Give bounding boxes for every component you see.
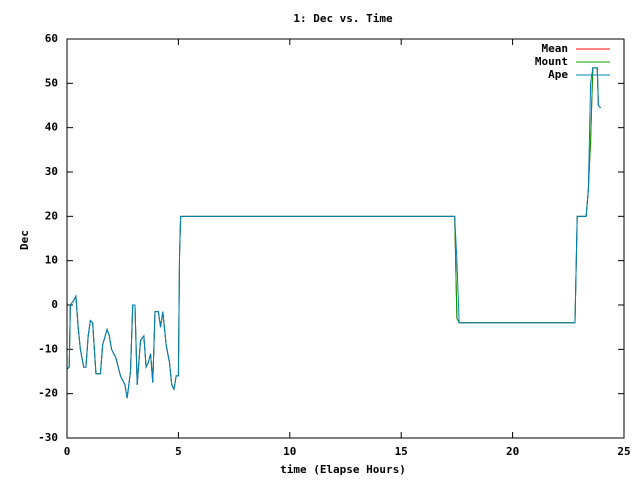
plot-border [66, 38, 625, 439]
legend-label: Ape [548, 68, 568, 81]
series-line [66, 67, 601, 399]
x-tick-label: 5 [175, 445, 182, 458]
legend-label: Mean [542, 42, 569, 55]
y-tick-label: 40 [45, 121, 58, 134]
y-tick-label: 30 [45, 165, 58, 178]
y-tick-label: -20 [38, 387, 58, 400]
x-tick-label: 25 [617, 445, 630, 458]
x-tick-label: 15 [395, 445, 408, 458]
x-axis-label: time (Elapse Hours) [280, 463, 406, 476]
x-tick-label: 0 [64, 445, 71, 458]
y-tick-label: 50 [45, 76, 58, 89]
y-axis-label: Dec [18, 230, 31, 250]
legend-label: Mount [535, 55, 568, 68]
y-tick-label: -10 [38, 342, 58, 355]
y-tick-label: 0 [51, 298, 58, 311]
x-tick-label: 10 [283, 445, 296, 458]
y-tick-label: 60 [45, 32, 58, 45]
chart-title: 1: Dec vs. Time [293, 12, 393, 25]
y-tick-label: -30 [38, 431, 58, 444]
y-tick-label: 10 [45, 254, 58, 267]
x-tick-label: 20 [506, 445, 519, 458]
y-tick-label: 20 [45, 209, 58, 222]
